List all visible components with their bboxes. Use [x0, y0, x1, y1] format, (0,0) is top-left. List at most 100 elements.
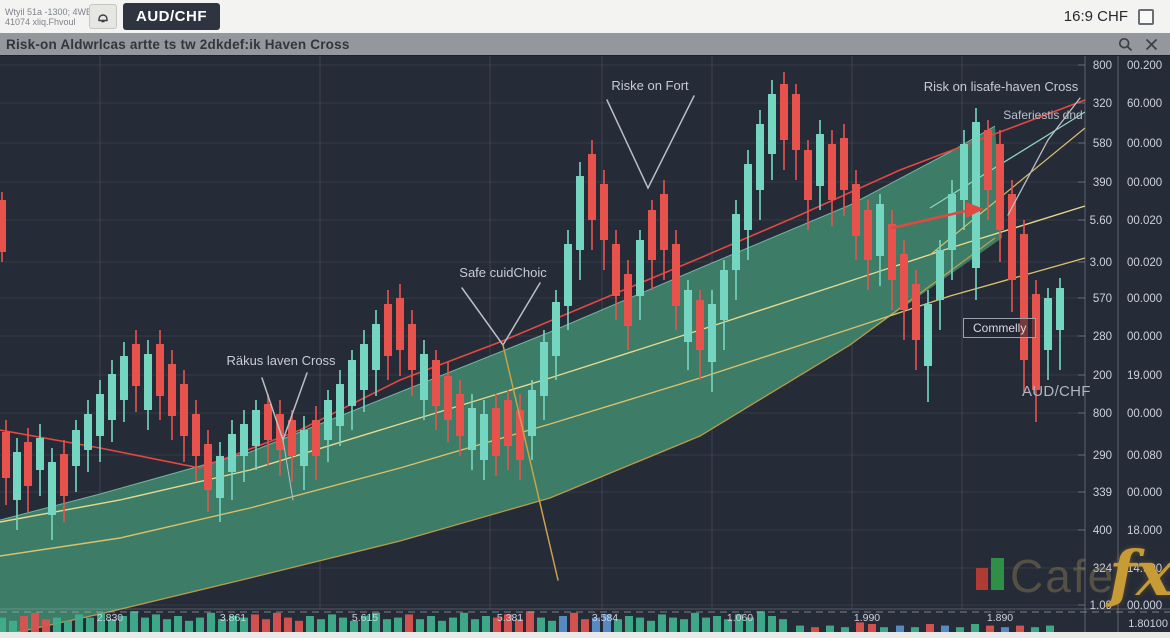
- price-axis-label-right: 00.000: [1127, 408, 1162, 420]
- search-icon: [1118, 37, 1133, 51]
- candle: [960, 144, 968, 200]
- annotation-saferiestis: Saferiestis dnd: [1003, 108, 1083, 122]
- close-icon: [1145, 38, 1158, 50]
- candle: [480, 414, 488, 460]
- price-axis-bottom-label: 1.80100: [1128, 618, 1168, 630]
- commelly-label-box: Commelly: [963, 318, 1037, 338]
- candle: [216, 456, 224, 498]
- candle: [660, 194, 668, 250]
- moving-averages: [0, 99, 1086, 557]
- candle: [324, 400, 332, 440]
- candle: [312, 420, 320, 456]
- candle: [804, 150, 812, 200]
- ma-red: [0, 99, 1086, 469]
- ma-yellow-1: [0, 205, 1086, 523]
- candle: [912, 284, 920, 340]
- search-button[interactable]: [1118, 37, 1133, 52]
- close-button[interactable]: [1145, 38, 1158, 51]
- candle: [648, 210, 656, 260]
- bell-button[interactable]: [89, 4, 117, 29]
- candle: [408, 324, 416, 370]
- price-axis-label-left: 580: [1093, 138, 1112, 150]
- candle: [24, 442, 32, 486]
- header-meta-line2: 41074 xliq.Fhvoul: [5, 16, 76, 27]
- annotation-risk-on-safe-haven-cross: Risk on lisafe-haven Cross: [923, 79, 1079, 94]
- candle: [444, 376, 452, 420]
- candle: [432, 360, 440, 406]
- x-axis: 2.830 3.861 5.615 5.381 3.584 1.060 1.990 1.890: [0, 608, 1170, 624]
- candle: [204, 444, 212, 490]
- price-axis-label-left: 5.60: [1090, 215, 1112, 227]
- candle: [492, 408, 500, 456]
- app-header: Wtyil 51a -1300; 4WE 41074 xliq.Fhvoul A…: [0, 0, 1170, 34]
- candle: [540, 342, 548, 396]
- price-axis-label-right: 00.000: [1127, 293, 1162, 305]
- price-axis-label-left: 570: [1093, 293, 1112, 305]
- x-axis-label: 1.990: [854, 612, 880, 624]
- candle: [1056, 288, 1064, 330]
- annotation-arrows: [261, 95, 1081, 581]
- candle: [120, 356, 128, 400]
- price-axis: 800 00.200 320 60.000 580 00.000 390 00.000 5.60…: [1078, 55, 1168, 632]
- candle: [924, 304, 932, 366]
- annotation-risk-on-fort: Riske on Fort: [611, 78, 689, 93]
- candle: [588, 154, 596, 220]
- candle: [240, 424, 248, 456]
- candle: [108, 374, 116, 420]
- candle: [456, 394, 464, 436]
- candle: [84, 414, 92, 450]
- symbol-badge[interactable]: AUD/CHF: [123, 3, 220, 30]
- candle: [2, 432, 10, 478]
- candle: [168, 364, 176, 416]
- chart-title-bar: Risk-on Aldwrlcas artte ts tw 2dkdef:ik …: [0, 33, 1170, 56]
- candle: [336, 384, 344, 426]
- price-axis-label-right: 00.000: [1127, 177, 1162, 189]
- candle: [384, 304, 392, 356]
- candle: [348, 360, 356, 406]
- price-axis-label-right: 00.000: [1127, 487, 1162, 499]
- candle: [252, 410, 260, 446]
- candle: [732, 214, 740, 270]
- candle: [1032, 294, 1040, 390]
- x-axis-label: 1.060: [727, 612, 753, 624]
- candle: [504, 400, 512, 446]
- candle: [984, 130, 992, 190]
- price-axis-label-left: 320: [1093, 98, 1112, 110]
- candle: [1008, 194, 1016, 280]
- volume-bars: [0, 611, 1054, 632]
- candle: [996, 144, 1004, 230]
- candle: [900, 254, 908, 310]
- price-axis-label-right: 60.000: [1127, 98, 1162, 110]
- candle: [192, 414, 200, 456]
- price-axis-label-left: 200: [1093, 370, 1112, 382]
- price-axis-label-right: 19.000: [1127, 370, 1162, 382]
- saferiestis-pointer: [1007, 97, 1081, 216]
- aspect-checkbox[interactable]: [1138, 9, 1154, 25]
- candle: [528, 390, 536, 436]
- pair-watermark-label: AUD/CHF: [1022, 383, 1091, 400]
- red-right-arrow: [890, 208, 972, 230]
- candle: [852, 184, 860, 236]
- candle: [48, 462, 56, 515]
- x-axis-label: 3.584: [592, 612, 618, 624]
- price-axis-label-left: 1.09: [1090, 600, 1112, 612]
- page-bottom-strip: [0, 632, 1170, 638]
- candles: [0, 72, 1064, 540]
- price-axis-label-left: 290: [1093, 450, 1112, 462]
- red-right-arrowhead: [966, 202, 984, 218]
- price-axis-label-left: 280: [1093, 331, 1112, 343]
- candle: [792, 94, 800, 150]
- x-axis-label: 3.861: [220, 612, 246, 624]
- price-axis-label-right: 00.200: [1127, 60, 1162, 72]
- candle: [228, 434, 236, 472]
- candle: [672, 244, 680, 306]
- price-axis-label-left: 3.00: [1090, 257, 1112, 269]
- candle: [72, 430, 80, 466]
- safe-choice-tail: [502, 344, 559, 581]
- toolbar-icons: [1118, 33, 1158, 55]
- candle: [96, 394, 104, 436]
- candle: [36, 438, 44, 470]
- candle: [972, 122, 980, 268]
